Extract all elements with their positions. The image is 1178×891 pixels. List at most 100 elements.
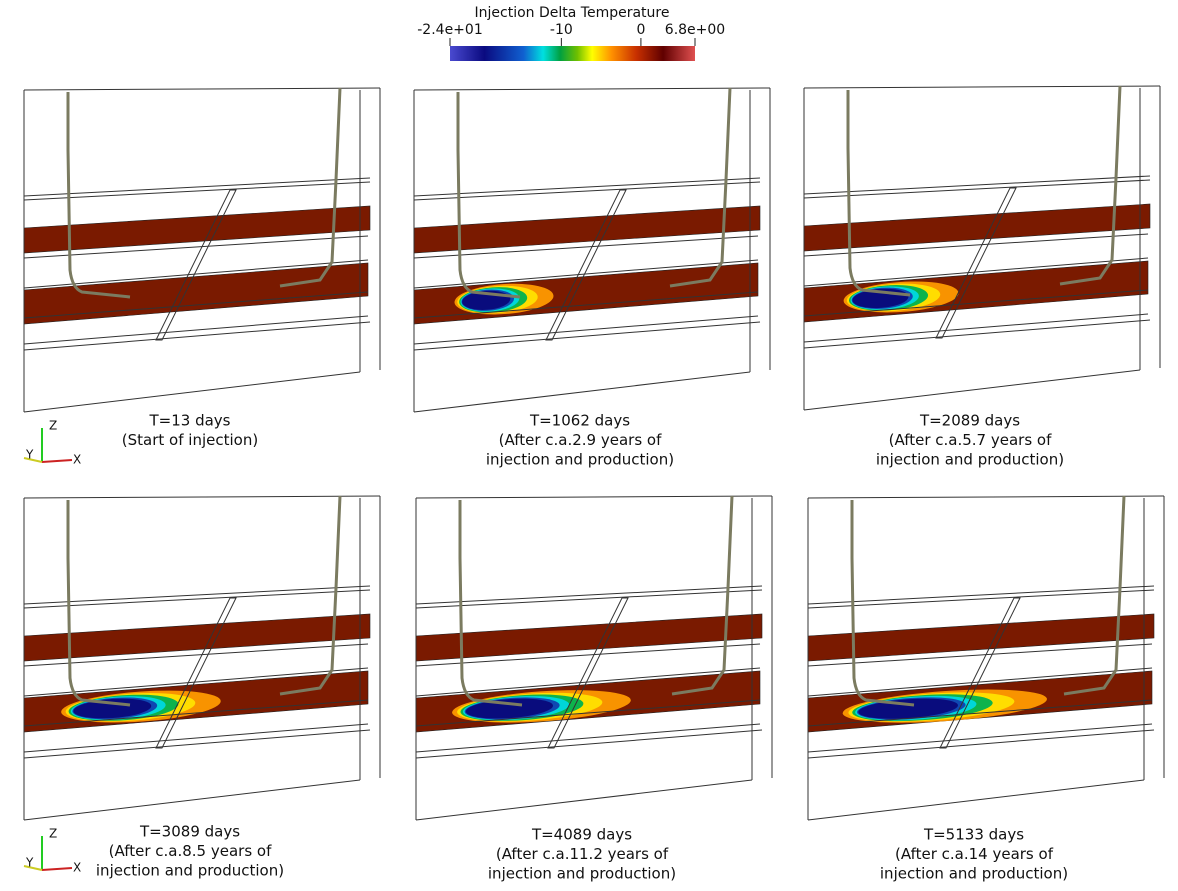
y-axis: [23, 457, 43, 463]
fault-plane: [547, 597, 629, 749]
grid-frame: [23, 667, 369, 697]
grid-frame: [23, 181, 371, 201]
x-label: X: [73, 453, 81, 467]
grid-frame: [413, 321, 761, 351]
grid-frame: [415, 699, 761, 727]
grid-frame: [413, 371, 751, 413]
caption: (After c.a.2.9 years of: [499, 431, 662, 449]
fault-plane: [155, 189, 237, 341]
reservoir-layer: [413, 205, 761, 254]
grid-frame: [413, 291, 759, 319]
colorbar: [450, 46, 695, 61]
fault-plane: [935, 187, 1017, 339]
grid-frame: [413, 259, 759, 289]
grid-frame: [23, 589, 371, 609]
plume: [858, 698, 958, 719]
colorbar-title: Injection Delta Temperature: [475, 5, 670, 21]
grid-frame: [23, 259, 369, 289]
panel: [23, 87, 381, 413]
grid-frame: [803, 257, 1149, 287]
caption: T=3089 days: [139, 823, 240, 841]
grid-frame: [415, 779, 753, 821]
grid-frame: [23, 235, 369, 259]
caption: injection and production): [880, 865, 1068, 883]
grid-frame: [807, 729, 1155, 759]
z-label: Z: [49, 419, 57, 433]
grid-frame: [23, 321, 371, 351]
colorbar-tick-label: 0: [636, 22, 645, 38]
caption: (Start of injection): [122, 431, 258, 449]
plume: [73, 698, 152, 719]
grid-frame: [807, 779, 1145, 821]
grid-frame: [807, 585, 1155, 605]
fault-plane: [939, 597, 1021, 749]
injector-well: [850, 500, 915, 707]
grid-frame: [413, 235, 759, 259]
grid-frame: [415, 643, 761, 667]
reservoir-layer: [23, 205, 371, 254]
reservoir-layer: [415, 613, 763, 662]
grid-frame: [415, 667, 761, 697]
caption: injection and production): [96, 862, 284, 880]
grid-frame: [23, 371, 361, 413]
caption: (After c.a.14 years of: [895, 845, 1054, 863]
producer-well: [671, 495, 734, 696]
grid-frame: [803, 175, 1151, 195]
injector-well: [66, 92, 131, 299]
grid-frame: [807, 643, 1153, 667]
reservoir-layer: [807, 613, 1155, 662]
colorbar-tick-label: -10: [550, 22, 573, 38]
grid-frame: [807, 589, 1155, 609]
grid-frame: [23, 585, 371, 605]
injector-well: [458, 500, 523, 707]
grid-frame: [415, 729, 763, 759]
panel: [23, 495, 381, 821]
injector-well: [66, 500, 131, 707]
producer-well: [669, 87, 732, 288]
panel: [413, 87, 771, 413]
x-axis: [41, 459, 73, 463]
colorbar-tick-label: -2.4e+01: [417, 22, 482, 38]
y-axis: [23, 865, 43, 871]
grid-frame: [413, 87, 771, 91]
caption: injection and production): [876, 451, 1064, 469]
grid-frame: [23, 495, 381, 499]
caption: injection and production): [488, 865, 676, 883]
caption: T=13 days: [149, 412, 231, 430]
injector-well: [846, 90, 911, 297]
panel: [803, 85, 1161, 411]
x-label: X: [73, 861, 81, 875]
grid-frame: [807, 723, 1153, 753]
grid-frame: [23, 729, 371, 759]
plume: [465, 698, 553, 719]
grid-frame: [413, 177, 761, 197]
panel: [807, 495, 1165, 821]
grid-frame: [23, 643, 369, 667]
grid-frame: [23, 723, 369, 753]
grid-frame: [23, 779, 361, 821]
grid-frame: [415, 585, 763, 605]
grid-frame: [415, 723, 761, 753]
grid-frame: [803, 369, 1141, 411]
grid-frame: [803, 179, 1151, 199]
fault-plane: [155, 597, 237, 749]
grid-frame: [415, 495, 773, 499]
reservoir-layer: [23, 613, 371, 662]
grid-frame: [803, 233, 1149, 257]
grid-frame: [23, 177, 371, 197]
injector-well: [456, 92, 521, 299]
y-label: Y: [25, 448, 34, 462]
caption: T=1062 days: [529, 412, 630, 430]
grid-frame: [807, 699, 1153, 727]
colorbar-tick-label: 6.8e+00: [665, 22, 725, 38]
grid-frame: [803, 313, 1149, 343]
producer-well: [1063, 495, 1126, 696]
caption: (After c.a.11.2 years of: [496, 845, 669, 863]
grid-frame: [807, 667, 1153, 697]
grid-frame: [803, 319, 1151, 349]
grid-frame: [413, 181, 761, 201]
producer-well: [279, 495, 342, 696]
producer-well: [1059, 85, 1122, 286]
producer-well: [279, 87, 342, 288]
